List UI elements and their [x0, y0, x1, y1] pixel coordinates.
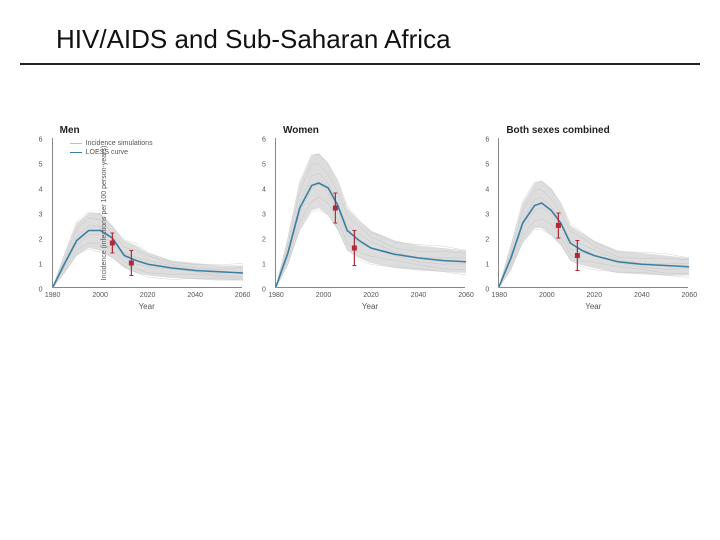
x-tick: 2040 — [634, 292, 650, 299]
y-tick: 6 — [262, 137, 266, 144]
y-tick: 2 — [485, 237, 489, 244]
y-tick: 5 — [485, 162, 489, 169]
y-tick: 0 — [39, 287, 43, 294]
x-tick: 1980 — [268, 292, 284, 299]
panel-title: Women — [255, 125, 465, 136]
plot-area: 012345619802000202020402060 — [498, 138, 688, 288]
x-axis-label: Year — [275, 302, 465, 311]
data-marker — [333, 206, 338, 211]
y-axis-label: Incidence (infections per 100 person-yea… — [100, 145, 107, 280]
chart-panel: Women 012345619802000202020402060 Year — [255, 125, 465, 311]
y-tick: 4 — [485, 187, 489, 194]
y-tick: 6 — [485, 137, 489, 144]
y-tick: 5 — [39, 162, 43, 169]
chart-panels: MenIncidence simulationsLOESS curve01234… — [0, 65, 720, 311]
panel-title: Both sexes combined — [478, 125, 688, 136]
data-marker — [129, 261, 134, 266]
x-axis-label: Year — [52, 302, 242, 311]
plot-area: 012345619802000202020402060 — [275, 138, 465, 288]
x-tick: 2040 — [411, 292, 427, 299]
y-tick: 4 — [39, 187, 43, 194]
slide: HIV/AIDS and Sub-Saharan Africa Men Incid… — [0, 0, 720, 540]
x-tick: 2000 — [316, 292, 332, 299]
data-marker — [556, 223, 561, 228]
y-tick: 1 — [262, 262, 266, 269]
title-wrap: HIV/AIDS and Sub-Saharan Africa — [20, 0, 700, 65]
data-marker — [352, 246, 357, 251]
page-title: HIV/AIDS and Sub-Saharan Africa — [56, 24, 664, 55]
y-tick: 0 — [262, 287, 266, 294]
x-tick: 2060 — [458, 292, 474, 299]
panel-title: Men — [32, 125, 242, 136]
y-tick: 6 — [39, 137, 43, 144]
x-tick: 2040 — [187, 292, 203, 299]
x-tick: 2060 — [682, 292, 698, 299]
y-tick: 4 — [262, 187, 266, 194]
chart-panel: Both sexes combined012345619802000202020… — [478, 125, 688, 311]
x-tick: 2020 — [363, 292, 379, 299]
x-tick: 1980 — [45, 292, 61, 299]
y-tick: 3 — [262, 212, 266, 219]
y-tick: 5 — [262, 162, 266, 169]
data-marker — [110, 241, 115, 246]
plot-area: 012345619802000202020402060Incidence (in… — [52, 138, 242, 288]
y-tick: 2 — [262, 237, 266, 244]
x-tick: 1980 — [492, 292, 508, 299]
chart-svg — [53, 138, 242, 287]
chart-panel: MenIncidence simulationsLOESS curve01234… — [32, 125, 242, 311]
chart-svg — [499, 138, 688, 287]
y-tick: 2 — [39, 237, 43, 244]
x-axis-label: Year — [498, 302, 688, 311]
x-tick: 2020 — [587, 292, 603, 299]
x-tick: 2060 — [235, 292, 251, 299]
y-tick: 0 — [485, 287, 489, 294]
x-tick: 2020 — [140, 292, 156, 299]
x-tick: 2000 — [539, 292, 555, 299]
chart-svg — [276, 138, 465, 287]
y-tick: 1 — [39, 262, 43, 269]
simulation-band — [499, 181, 689, 289]
data-marker — [575, 253, 580, 258]
x-tick: 2000 — [92, 292, 108, 299]
y-tick: 1 — [485, 262, 489, 269]
y-tick: 3 — [485, 212, 489, 219]
y-tick: 3 — [39, 212, 43, 219]
